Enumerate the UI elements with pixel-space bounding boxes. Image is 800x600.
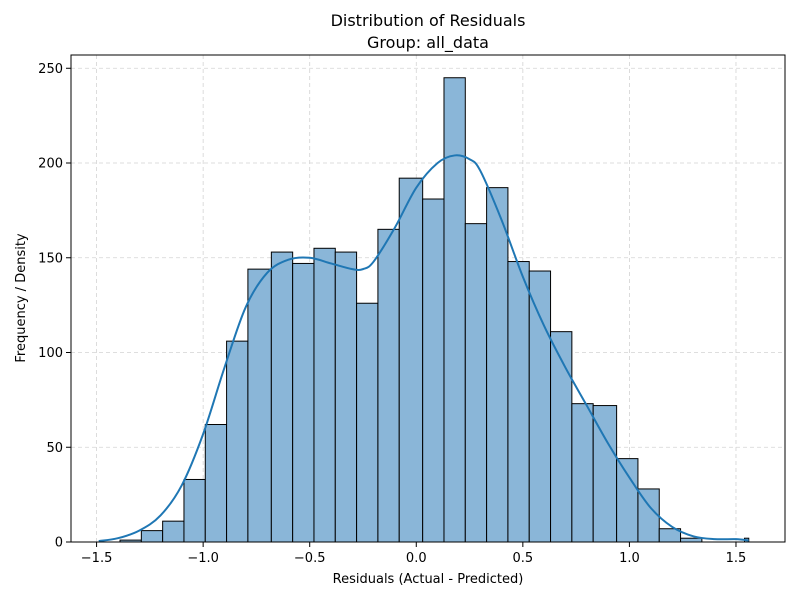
histogram-bar (571, 403, 594, 543)
histogram-bar (422, 198, 445, 543)
x-tick-label: −0.5 (294, 551, 326, 566)
histogram-bar (140, 530, 164, 543)
histogram-bar (292, 262, 315, 543)
histogram-bar (247, 268, 272, 543)
histogram-bar (507, 261, 530, 543)
histogram-bar (204, 424, 228, 543)
y-axis-label: Frequency / Density (14, 233, 29, 363)
histogram-bar (637, 488, 660, 543)
y-tick-label: 100 (38, 346, 63, 361)
y-tick-label: 200 (38, 157, 63, 172)
histogram-bar (270, 251, 294, 543)
y-tick-label: 0 (55, 536, 63, 551)
histogram-bar (528, 270, 552, 543)
histogram-bar (377, 228, 400, 543)
histogram-bar (313, 247, 336, 543)
y-tick-label: 150 (38, 251, 63, 266)
x-tick-label: 1.0 (619, 551, 640, 566)
histogram-bar (616, 458, 639, 543)
y-axis-ticks: 0 50 100 150 200 250 (38, 62, 71, 551)
x-tick-label: 1.5 (726, 551, 747, 566)
histogram-bar (356, 302, 379, 543)
chart-title: Distribution of Residuals (331, 11, 526, 30)
chart-subtitle: Group: all_data (367, 33, 489, 53)
x-tick-label: 0.5 (513, 551, 534, 566)
histogram-bar (486, 187, 509, 543)
histogram-bars (119, 77, 750, 543)
histogram-bar (443, 77, 466, 543)
plot-area-frame (70, 54, 786, 543)
histogram-bar (226, 340, 249, 543)
histogram-bar (183, 478, 206, 543)
x-tick-label: 0.0 (406, 551, 427, 566)
histogram-bar (464, 223, 488, 543)
histogram-bar (334, 251, 358, 543)
histogram-bar (398, 177, 424, 543)
x-axis-label: Residuals (Actual - Predicted) (333, 572, 524, 587)
x-axis-ticks: −1.5 −1.0 −0.5 0.0 0.5 1.0 1.5 (81, 542, 747, 566)
kde-curve (98, 154, 749, 543)
x-tick-label: −1.0 (187, 551, 219, 566)
y-tick-label: 50 (46, 441, 63, 456)
x-tick-label: −1.5 (81, 551, 113, 566)
histogram-bar (592, 405, 618, 543)
histogram-bar (162, 520, 185, 543)
histogram-bar (550, 331, 573, 543)
y-tick-label: 250 (38, 62, 63, 77)
histogram-bar (680, 537, 703, 543)
